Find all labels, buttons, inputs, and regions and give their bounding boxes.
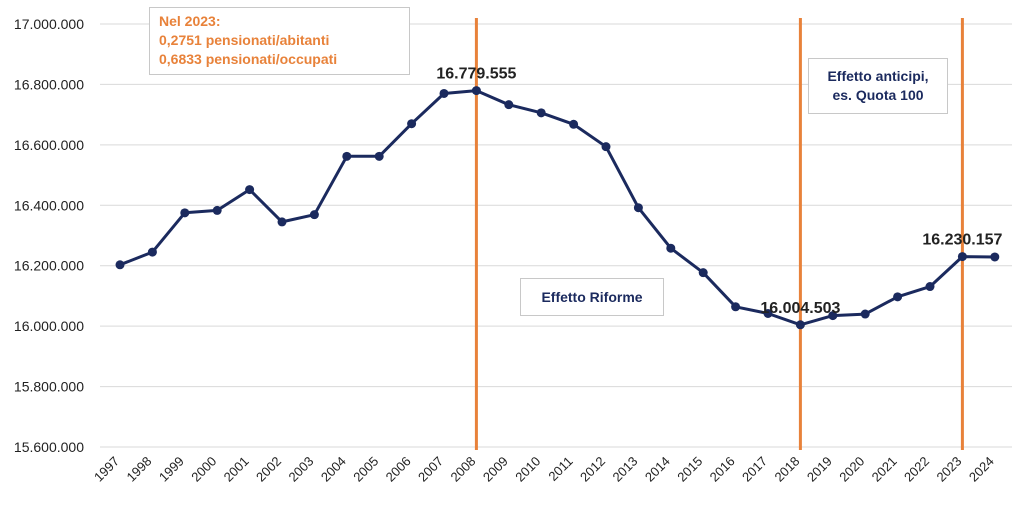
data-point-2009 xyxy=(504,100,514,110)
x-tick-label: 2020 xyxy=(836,454,867,485)
data-point-1999 xyxy=(180,208,190,218)
x-tick-label: 2005 xyxy=(350,454,381,485)
x-tick-label: 2021 xyxy=(869,454,900,485)
effetto-riforme-box: Effetto Riforme xyxy=(520,278,664,316)
y-tick-label: 16.200.000 xyxy=(14,258,84,274)
x-tick-label: 2012 xyxy=(577,454,608,485)
x-tick-label: 2011 xyxy=(545,454,575,484)
data-point-2016 xyxy=(731,302,741,312)
effetto-anticipi-line1: Effetto anticipi, xyxy=(827,68,929,84)
data-label-2008: 16.779.555 xyxy=(436,66,516,83)
data-point-2002 xyxy=(277,217,287,227)
x-tick-label: 2023 xyxy=(933,454,964,485)
data-point-1997 xyxy=(115,260,125,270)
series-line xyxy=(119,89,995,327)
x-tick-label: 2003 xyxy=(285,454,316,485)
y-tick-label: 16.800.000 xyxy=(14,76,84,92)
x-tick-label: 1999 xyxy=(156,454,187,485)
x-tick-label: 2010 xyxy=(512,454,543,485)
x-tick-label: 2017 xyxy=(739,454,770,485)
data-point-2007 xyxy=(439,88,449,98)
data-labels: 16.779.555 16.004.503 16.230.157 xyxy=(436,66,1002,317)
data-point-2015 xyxy=(698,268,708,278)
data-points xyxy=(115,86,1000,330)
x-tick-label: 1998 xyxy=(123,454,154,485)
x-tick-label: 2015 xyxy=(674,454,705,485)
note-line-abitanti: 0,2751 pensionati/abitanti xyxy=(159,32,330,48)
data-point-2006 xyxy=(407,119,417,129)
x-tick-label: 2014 xyxy=(642,454,673,485)
data-point-2014 xyxy=(666,243,676,253)
data-point-2004 xyxy=(342,151,352,161)
data-point-2019 xyxy=(828,311,838,321)
data-point-2023 xyxy=(957,252,967,262)
note-title: Nel 2023: xyxy=(159,13,221,29)
x-tick-label: 2008 xyxy=(447,454,478,485)
x-tick-label: 2018 xyxy=(771,454,802,485)
x-tick-label: 2022 xyxy=(901,454,932,485)
data-point-2005 xyxy=(374,151,384,161)
x-tick-label: 2001 xyxy=(221,454,252,485)
x-tick-label: 2024 xyxy=(966,454,997,485)
x-tick-label: 2006 xyxy=(383,454,414,485)
data-point-2021 xyxy=(893,292,903,302)
x-axis-ticks: 1997 1998 1999 2000 2001 2002 2003 2004 2005 2006… xyxy=(91,454,997,485)
data-point-2020 xyxy=(860,309,870,319)
y-tick-label: 15.800.000 xyxy=(14,379,84,395)
y-tick-label: 16.600.000 xyxy=(14,137,84,153)
data-point-2000 xyxy=(212,205,222,215)
y-axis-ticks: 15.600.000 15.800.000 16.000.000 16.200.000… xyxy=(14,16,84,455)
x-tick-label: 2016 xyxy=(707,454,738,485)
data-point-2022 xyxy=(925,282,935,292)
data-point-2013 xyxy=(633,203,643,213)
data-point-2012 xyxy=(601,142,611,152)
data-point-2018 xyxy=(795,320,805,330)
y-tick-label: 15.600.000 xyxy=(14,439,84,455)
x-tick-label: 2009 xyxy=(480,454,511,485)
data-point-1998 xyxy=(147,247,157,257)
x-tick-label: 2013 xyxy=(609,454,640,485)
x-tick-label: 2000 xyxy=(188,454,219,485)
effetto-anticipi-line2: es. Quota 100 xyxy=(832,87,924,103)
x-tick-label: 2007 xyxy=(415,454,446,485)
data-point-2001 xyxy=(245,185,255,195)
y-tick-label: 17.000.000 xyxy=(14,16,84,32)
data-label-2018: 16.004.503 xyxy=(760,300,840,317)
data-point-2024 xyxy=(990,252,1000,262)
note-line-occupati: 0,6833 pensionati/occupati xyxy=(159,51,338,67)
data-point-2003 xyxy=(309,210,319,220)
x-tick-label: 2002 xyxy=(253,454,284,485)
data-point-2011 xyxy=(569,119,579,129)
x-tick-label: 2004 xyxy=(318,454,349,485)
y-tick-label: 16.000.000 xyxy=(14,318,84,334)
effetto-riforme-label: Effetto Riforme xyxy=(541,289,643,305)
note-2023-box: Nel 2023: 0,2751 pensionati/abitanti 0,6… xyxy=(149,7,410,75)
data-point-2017 xyxy=(763,308,773,318)
x-tick-label: 1997 xyxy=(91,454,122,485)
data-point-2010 xyxy=(536,108,546,118)
data-point-2008 xyxy=(471,86,481,96)
grid-lines xyxy=(100,23,1012,448)
y-tick-label: 16.400.000 xyxy=(14,197,84,213)
x-tick-label: 2019 xyxy=(804,454,835,485)
data-label-2023: 16.230.157 xyxy=(922,232,1002,249)
effetto-anticipi-box: Effetto anticipi, es. Quota 100 xyxy=(808,58,948,114)
